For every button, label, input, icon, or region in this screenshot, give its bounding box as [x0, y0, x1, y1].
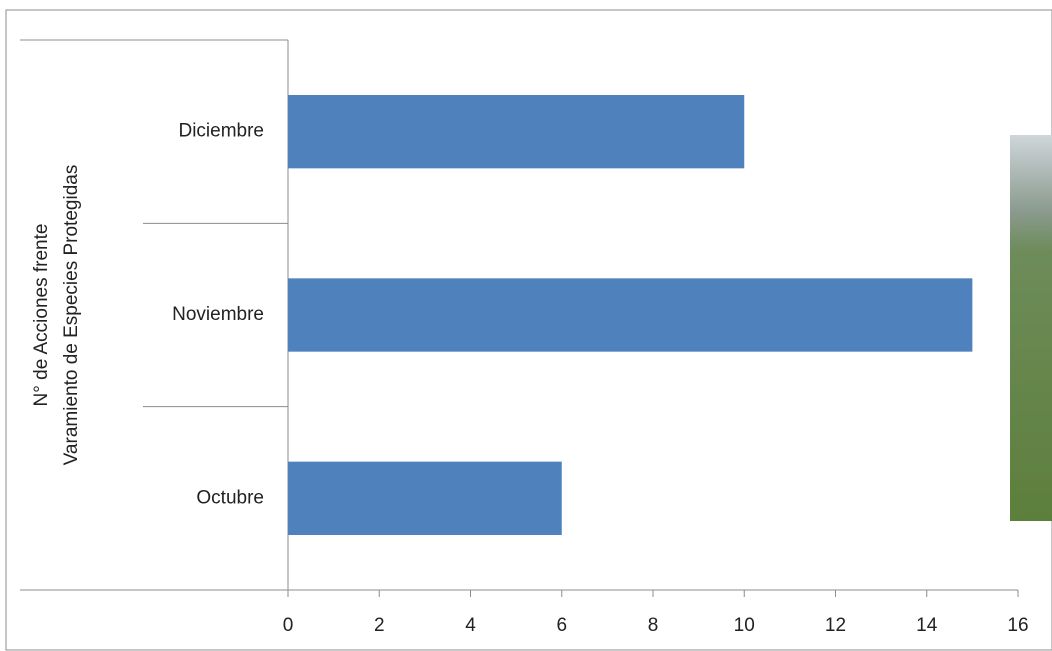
bar: [288, 461, 562, 535]
x-tick-label: 8: [648, 615, 659, 636]
y-label-group: N° de Acciones frente: [31, 224, 52, 407]
y-tick-label: Diciembre: [178, 121, 264, 142]
x-tick-label: 16: [1007, 615, 1028, 636]
x-tick-label: 6: [556, 615, 567, 636]
y-tick-label: Noviembre: [172, 304, 264, 325]
x-tick-label: 0: [283, 615, 294, 636]
photo: [1010, 135, 1052, 521]
bar: [288, 278, 973, 352]
x-tick-label: 4: [465, 615, 476, 636]
x-tick-label: 14: [916, 615, 938, 636]
x-tick-label: 2: [374, 615, 385, 636]
x-tick-label: 12: [825, 615, 846, 636]
y-axis-label: Varamiento de Especies Protegidas: [61, 165, 82, 466]
bar: [288, 95, 745, 169]
x-tick-label: 10: [734, 615, 755, 636]
y-tick-label: Octubre: [196, 487, 264, 508]
y-label-group: Varamiento de Especies Protegidas: [61, 165, 82, 466]
y-axis-label: N° de Acciones frente: [31, 224, 52, 407]
frame: [5, 9, 1052, 651]
